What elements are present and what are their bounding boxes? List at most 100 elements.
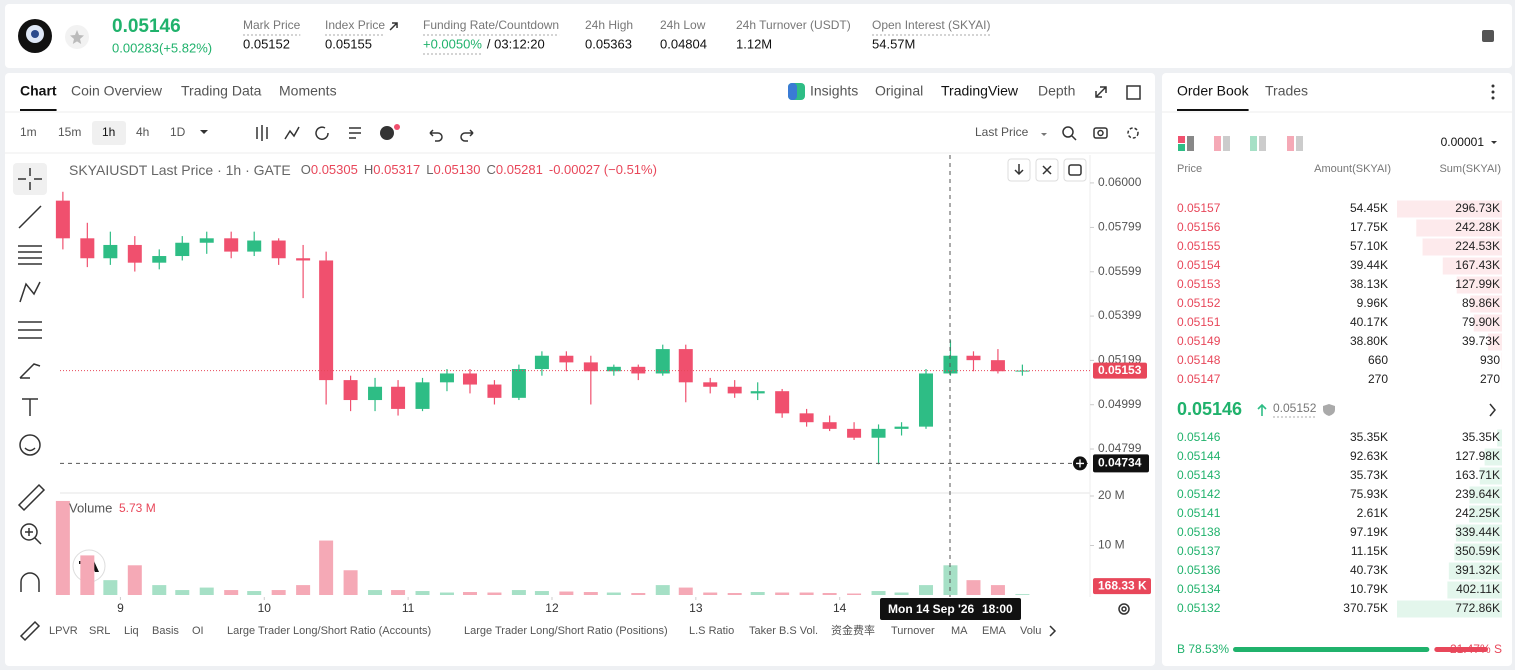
ob-sum: 391.32K [1455, 563, 1500, 577]
depth-bar [1479, 467, 1502, 485]
dropdown-caret[interactable] [200, 130, 208, 134]
fullscreen-button[interactable] [1095, 86, 1107, 98]
ob-price: 0.05144 [1177, 449, 1221, 463]
indicator[interactable]: Volu [1020, 625, 1041, 637]
chart-tab[interactable]: Coin Overview [71, 83, 163, 99]
ob-price: 0.05147 [1177, 372, 1221, 386]
y-tick-label: 0.05799 [1098, 220, 1142, 234]
volume-bar [175, 590, 190, 595]
candle-body [368, 386, 383, 401]
candle-body [559, 355, 574, 363]
interval[interactable]: 15m [58, 125, 81, 139]
ob-amount: 370.75K [1343, 601, 1388, 615]
candle-body [391, 386, 406, 409]
candle-body [224, 238, 239, 252]
ob-amount: 38.80K [1350, 334, 1388, 348]
ob-price: 0.05136 [1177, 563, 1221, 577]
volume-bar [319, 540, 334, 595]
candle-body [247, 240, 262, 252]
depth-bar [1397, 600, 1502, 618]
buy-ratio: B 78.53% [1177, 642, 1229, 656]
chart-tab[interactable]: Moments [279, 83, 337, 99]
view-tab[interactable]: Insights [810, 83, 858, 99]
indicator[interactable]: Large Trader Long/Short Ratio (Accounts) [227, 625, 431, 637]
ob-amount: 2.61K [1357, 506, 1388, 520]
candle-body [152, 256, 167, 263]
order-book-tab[interactable]: Order Book [1177, 83, 1250, 99]
indicator[interactable]: Turnover [891, 625, 935, 637]
interval[interactable]: 1D [170, 125, 186, 139]
volume-bar [703, 592, 718, 595]
header-menu-button[interactable] [1482, 30, 1494, 42]
crosshair-time-tag [880, 598, 1021, 620]
interval[interactable]: 4h [136, 125, 149, 139]
ob-price: 0.05151 [1177, 315, 1221, 329]
order-book-tab[interactable]: Trades [1265, 83, 1308, 99]
dropdown-caret[interactable] [1041, 133, 1047, 136]
indicator[interactable]: Liq [124, 625, 139, 637]
volume-title: Volume [69, 500, 112, 515]
interval[interactable]: 1h [102, 125, 115, 139]
candle-body [1015, 370, 1030, 372]
indicator[interactable]: L.S Ratio [689, 625, 734, 637]
drawing-toolbar[interactable] [13, 163, 47, 642]
candle-body [655, 349, 670, 374]
legend-key: H [364, 162, 373, 177]
ob-sum: 89.86K [1462, 296, 1500, 310]
buy-ratio-bar [1233, 647, 1430, 652]
stat-label: Funding Rate/Countdown [423, 18, 559, 32]
legend-value: 0.05281 [496, 162, 543, 177]
depth-bar [1469, 486, 1502, 504]
chart-tab[interactable]: Chart [20, 83, 57, 99]
volume-bar [606, 592, 621, 595]
volume-bar [127, 565, 142, 595]
stat-value: 54.57M [872, 36, 915, 51]
candle-body [822, 422, 837, 429]
candle-body [127, 244, 142, 263]
ob-price: 0.05142 [1177, 487, 1221, 501]
view-tab[interactable]: TradingView [941, 83, 1019, 99]
volume-bar [55, 500, 70, 595]
ob-amount: 270 [1368, 372, 1388, 386]
depth-bar [1442, 257, 1502, 275]
indicator[interactable]: 资金费率 [831, 623, 875, 637]
settings-button[interactable] [1118, 603, 1130, 615]
scroll-right[interactable] [1049, 625, 1057, 637]
chart-tab[interactable]: Trading Data [181, 83, 262, 99]
indicator[interactable]: SRL [89, 625, 110, 637]
ob-sum: 339.44K [1455, 525, 1500, 539]
stat-value: / 03:12:20 [487, 36, 545, 51]
layout-button[interactable] [1126, 85, 1141, 100]
interval[interactable]: 1m [20, 125, 37, 139]
last-price-tag-label: 0.05153 [1098, 363, 1142, 377]
indicator[interactable]: LPVR [49, 625, 78, 637]
toolbar-icons[interactable] [256, 124, 1139, 142]
favorite-button[interactable] [65, 25, 89, 49]
indicator[interactable]: EMA [982, 625, 1007, 637]
candle-body [847, 428, 862, 438]
indicator[interactable]: Taker B.S Vol. [749, 625, 818, 637]
indicator[interactable]: Large Trader Long/Short Ratio (Positions… [464, 625, 668, 637]
y-tick-label: 0.05399 [1098, 308, 1142, 322]
chart-buttons[interactable] [1007, 158, 1087, 182]
depth-bar [1497, 429, 1502, 447]
view-tab[interactable]: Original [875, 83, 923, 99]
price-source[interactable]: Last Price [975, 125, 1029, 139]
ob-sum: 39.73K [1462, 334, 1500, 348]
indicator[interactable]: MA [951, 625, 968, 637]
ob-price: 0.05141 [1177, 506, 1221, 520]
chart-panel [5, 73, 1155, 666]
indicator[interactable]: Basis [152, 625, 179, 637]
candle-body [199, 238, 214, 243]
candle-body [919, 373, 934, 427]
view-tab[interactable]: Depth [1038, 83, 1075, 99]
volume-bar [799, 592, 814, 595]
ob-price: 0.05154 [1177, 258, 1221, 272]
depth-bar [1416, 219, 1502, 237]
x-tick-label: 14 [833, 601, 847, 615]
column-header: Sum(SKYAI) [1439, 163, 1501, 175]
volume-bar [583, 592, 598, 595]
candle-body [775, 391, 790, 414]
order-book-icons[interactable] [1178, 84, 1497, 417]
indicator[interactable]: OI [192, 625, 204, 637]
